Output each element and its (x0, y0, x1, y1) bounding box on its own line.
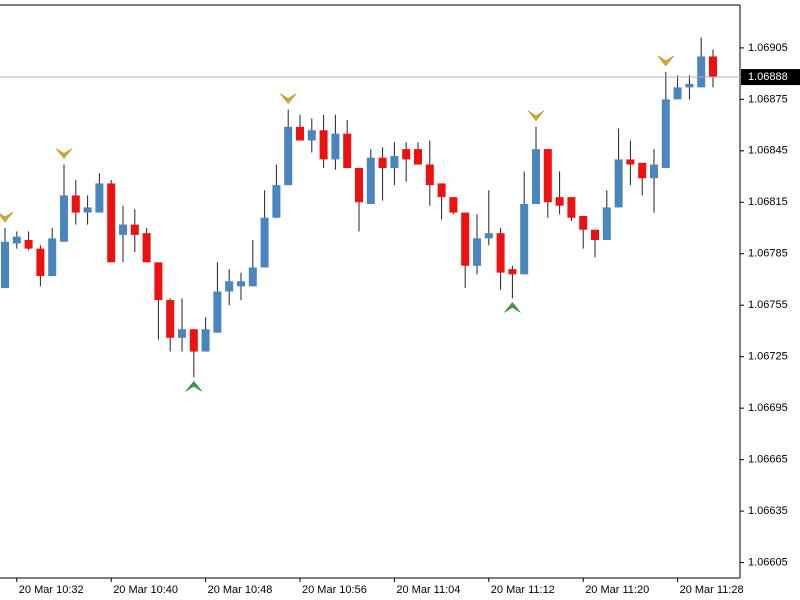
candle-body (697, 56, 706, 88)
candle-body (237, 281, 245, 287)
candle-body (614, 159, 623, 208)
candle-body (520, 204, 529, 275)
candle-body (543, 149, 552, 203)
candle-body (567, 197, 576, 218)
candle-body (130, 224, 139, 235)
candle-body (508, 269, 517, 275)
candle-body (555, 197, 564, 206)
candle-body (473, 238, 481, 266)
y-tick-label: 1.06605 (748, 556, 788, 568)
candle-body (48, 238, 57, 277)
candle-body (496, 233, 505, 273)
candle-body (685, 83, 694, 88)
candle-body (24, 240, 33, 249)
candle-body (319, 130, 328, 160)
y-tick-label: 1.06665 (748, 454, 788, 466)
candle-body (154, 262, 163, 301)
candle-body (449, 197, 458, 213)
candle-body (650, 164, 658, 179)
y-tick-label: 1.06905 (748, 42, 788, 54)
x-tick-label: 20 Mar 10:32 (19, 584, 84, 596)
fractal-up-arrow (657, 55, 674, 67)
candle-body (142, 233, 151, 263)
candle-body (71, 195, 80, 213)
y-tick-label: 1.06875 (748, 93, 788, 105)
candle-body (166, 300, 175, 338)
candle-body (201, 329, 210, 352)
candle-body (343, 133, 352, 168)
y-tick-label: 1.06695 (748, 402, 788, 414)
fractal-up-arrow (280, 93, 297, 105)
candle-body (36, 248, 45, 277)
candle-body (60, 195, 68, 242)
x-tick-label: 20 Mar 10:40 (113, 584, 178, 596)
candle-body (119, 224, 127, 235)
y-tick-label: 1.06845 (748, 145, 788, 157)
candle-body (307, 130, 316, 141)
candle-body (107, 183, 116, 263)
candle-body (296, 126, 304, 141)
candle-body (437, 183, 446, 198)
candle-body (189, 329, 198, 352)
candle-body (402, 149, 411, 160)
candle-body (366, 157, 375, 205)
candle-body (12, 236, 21, 244)
x-tick-label: 20 Mar 11:20 (585, 584, 649, 596)
candle-body (260, 217, 269, 268)
fractal-up-arrow (527, 110, 545, 122)
y-tick-label: 1.06725 (748, 351, 788, 363)
candle-body (225, 281, 234, 292)
x-tick-label: 20 Mar 10:56 (302, 584, 367, 596)
fractal-down-arrow (504, 301, 521, 313)
candle-body (83, 207, 92, 213)
candle-body (284, 126, 293, 186)
candle-body (95, 183, 104, 213)
current-price-box (741, 69, 800, 86)
candle-body (272, 185, 281, 218)
y-tick-label: 1.06815 (748, 196, 788, 208)
candle-body (673, 87, 682, 100)
x-tick-label: 20 Mar 11:04 (396, 584, 460, 596)
candle-body (1, 241, 9, 289)
x-tick-label: 20 Mar 10:48 (208, 584, 273, 596)
candle-body (213, 291, 222, 333)
fractal-down-arrow (185, 380, 202, 392)
candle-body (626, 159, 635, 165)
candle-body (248, 267, 257, 287)
candle-body (178, 329, 186, 338)
candle-body (378, 157, 387, 168)
x-tick-label: 20 Mar 11:28 (680, 584, 744, 596)
candle-body (661, 99, 670, 168)
y-tick-label: 1.06785 (748, 248, 788, 260)
candle-body (532, 149, 540, 205)
candle-body (591, 229, 599, 241)
candle-body (355, 167, 363, 203)
candle-body (461, 212, 470, 266)
candle-body (602, 207, 611, 241)
y-tick-label: 1.06755 (748, 299, 788, 311)
candle-body (390, 155, 399, 168)
candle-body (414, 149, 422, 165)
candle-body (484, 233, 493, 239)
candle-body (709, 56, 717, 78)
current-price-label: 1.06888 (748, 71, 788, 83)
y-tick-label: 1.06635 (748, 505, 788, 517)
candle-body (579, 216, 588, 230)
fractal-up-arrow (0, 211, 14, 223)
fractal-up-arrow (55, 148, 73, 159)
candle-body (425, 164, 434, 186)
candle-body (331, 133, 340, 160)
candle-body (638, 162, 647, 179)
x-tick-label: 20 Mar 11:12 (491, 584, 555, 596)
